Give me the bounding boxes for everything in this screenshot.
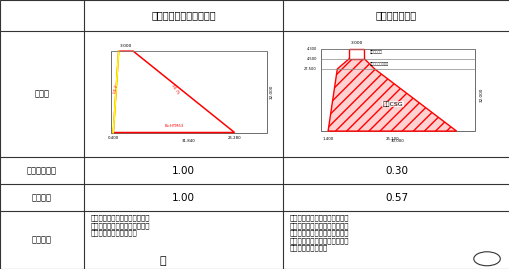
- Polygon shape: [327, 59, 456, 131]
- Text: B=HTM53: B=HTM53: [165, 124, 184, 128]
- Text: 1:0.75: 1:0.75: [169, 83, 179, 95]
- Text: 総合評価: 総合評価: [32, 236, 52, 245]
- Polygon shape: [320, 49, 473, 131]
- Text: －: －: [160, 256, 166, 267]
- Text: 32.000: 32.000: [479, 88, 483, 102]
- Text: 1.400: 1.400: [322, 137, 333, 141]
- Text: 0.30: 0.30: [384, 166, 407, 176]
- Text: 4.500: 4.500: [306, 57, 316, 61]
- Text: 砂防ソイルセメント工法を活用
することで「工期短縮」「コス
ト縮減」が期待される。: 砂防ソイルセメント工法を活用 することで「工期短縮」「コス ト縮減」が期待される…: [90, 214, 150, 236]
- Text: 0.400: 0.400: [107, 136, 119, 140]
- Text: 3.000: 3.000: [350, 41, 362, 45]
- Text: 1:0.2: 1:0.2: [112, 84, 118, 95]
- Text: 縦断図: 縦断図: [35, 90, 49, 99]
- Text: 1.00: 1.00: [172, 166, 195, 176]
- Text: 25.100: 25.100: [385, 137, 399, 141]
- Text: 砂防CSG: 砂防CSG: [382, 101, 402, 107]
- Text: 砂防ＣＳＧ工法: 砂防ＣＳＧ工法: [375, 10, 416, 20]
- Text: 30.000: 30.000: [390, 139, 404, 143]
- Text: 0.57: 0.57: [384, 193, 407, 203]
- Polygon shape: [348, 49, 364, 59]
- Text: 概算費用: 概算費用: [32, 193, 52, 202]
- Text: 鋼製ソイルセメント: 鋼製ソイルセメント: [369, 62, 388, 66]
- Text: 4.300: 4.300: [306, 47, 316, 51]
- Text: コンクリート: コンクリート: [369, 51, 382, 55]
- Text: 25.280: 25.280: [228, 136, 241, 140]
- Text: 27.500: 27.500: [303, 67, 316, 71]
- Text: 大事沢第５砂防堤堰における施
工の安全性、工期、現地発生土
砂の性状、経済性を考慮した場
合、砂防ＣＳＧ工法を選定する
ことが妥当である。: 大事沢第５砂防堤堰における施 工の安全性、工期、現地発生土 砂の性状、経済性を考…: [289, 214, 348, 252]
- Text: 概算施工日数: 概算施工日数: [27, 166, 57, 175]
- Text: 3.000: 3.000: [120, 44, 132, 48]
- Text: 31.840: 31.840: [182, 139, 195, 143]
- Text: 32.000: 32.000: [270, 85, 274, 99]
- Text: 1.00: 1.00: [172, 193, 195, 203]
- Polygon shape: [111, 51, 266, 133]
- Text: 重力式コンクリート堰堤: 重力式コンクリート堰堤: [151, 10, 215, 20]
